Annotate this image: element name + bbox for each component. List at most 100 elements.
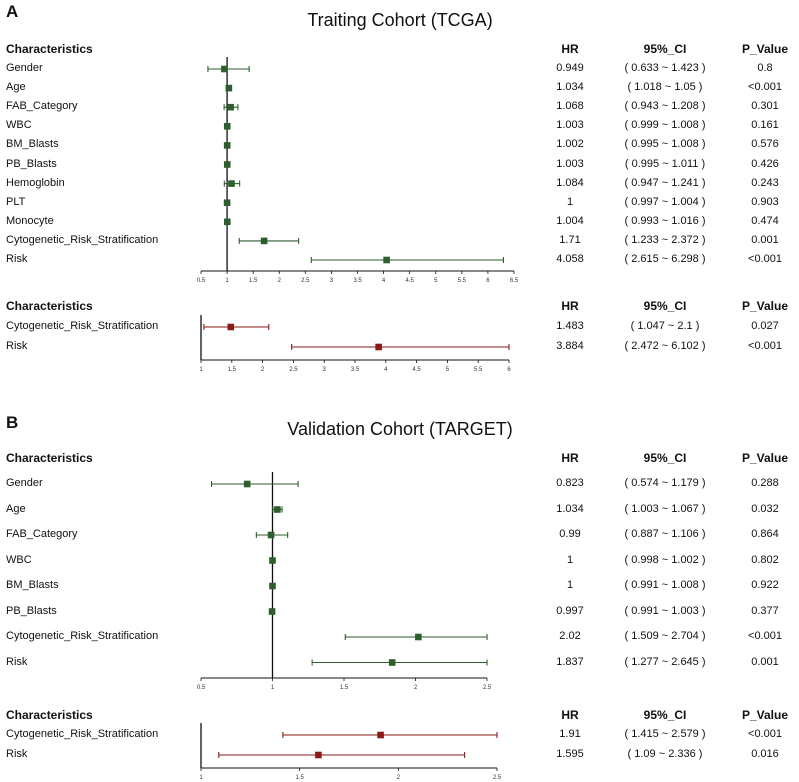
row-hr-value: 0.997 [556,604,584,617]
row-ci-value: ( 0.993 ~ 1.016 ) [624,214,706,227]
row-ci-value: ( 1.047 ~ 2.1 ) [630,320,700,332]
header-characteristics: Characteristics [6,299,93,313]
row-p-value: 0.922 [751,579,779,591]
row-label: Risk [6,748,28,760]
header-p-value: P_Value [741,451,789,465]
row-ci-value: ( 0.997 ~ 1.004 ) [624,195,706,208]
header-p-value: P_Value [741,42,789,56]
header-hr: HR [561,42,579,56]
x-tick-label: 5.5 [458,278,467,284]
row-p-value: 0.474 [751,214,779,227]
row-label: Risk [6,655,28,668]
panel-label-b: B [6,413,19,432]
row-label: Age [6,81,26,94]
row-p-value: <0.001 [748,630,782,642]
x-tick-label: 5 [434,278,438,284]
row-hr-value: 3.884 [556,340,584,352]
panel-title-b: Validation Cohort (TARGET) [287,419,513,439]
header-characteristics: Characteristics [6,451,93,465]
row-ci-value: ( 1.003 ~ 1.067 ) [624,502,706,515]
x-tick-label: 1 [199,367,203,373]
row-hr-value: 1.91 [559,728,581,740]
hr-point [225,84,233,92]
hr-point [268,608,276,615]
row-label: WBC [6,553,32,566]
row-ci-value: ( 0.943 ~ 1.208 ) [624,100,706,113]
x-tick-label: 6 [486,278,490,284]
row-p-value: 0.001 [751,233,779,246]
hr-point [227,323,235,331]
row-ci-value: ( 0.991 ~ 1.003 ) [624,604,706,617]
row-label: Gender [6,62,43,74]
row-ci-value: ( 0.998 ~ 1.002 ) [624,553,706,566]
x-tick-label: 1.5 [249,278,258,284]
row-ci-value: ( 2.472 ~ 6.102 ) [624,340,706,352]
row-hr-value: 1.837 [556,655,584,668]
x-tick-label: 3.5 [351,367,360,373]
header-hr: HR [561,299,579,313]
row-ci-value: ( 0.991 ~ 1.008 ) [624,579,706,591]
x-tick-label: 2.5 [301,278,310,284]
row-p-value: <0.001 [748,81,782,94]
row-ci-value: ( 0.574 ~ 1.179 ) [624,477,706,489]
x-tick-label: 4.5 [405,278,414,284]
hr-point [375,343,382,351]
row-label: PB_Blasts [6,157,57,170]
header-p-value: P_Value [741,708,789,722]
row-hr-value: 1.483 [556,320,584,332]
row-p-value: 0.161 [751,119,779,132]
x-tick-label: 6 [507,367,511,373]
hr-point [228,180,235,187]
hr-point [388,659,396,666]
x-tick-label: 2.5 [493,775,502,781]
header-hr: HR [561,451,579,465]
hr-point [221,65,228,73]
row-hr-value: 1.003 [556,119,584,132]
header-p-value: P_Value [741,299,789,313]
hr-point [315,751,322,759]
hr-point [274,506,281,513]
row-hr-value: 0.823 [556,477,584,489]
row-p-value: 0.016 [751,748,779,760]
row-p-value: 0.802 [751,553,779,566]
row-p-value: 0.243 [751,176,779,189]
row-ci-value: ( 0.995 ~ 1.008 ) [624,138,706,151]
row-hr-value: 1.003 [556,157,584,170]
row-p-value: <0.001 [748,253,782,265]
row-p-value: 0.027 [751,320,779,332]
row-ci-value: ( 0.947 ~ 1.241 ) [624,176,706,189]
row-ci-value: ( 1.509 ~ 2.704 ) [624,630,706,642]
row-label: Risk [6,253,28,265]
x-tick-label: 4.5 [412,367,421,373]
row-ci-value: ( 1.018 ~ 1.05 ) [627,81,703,94]
row-label: Cytogenetic_Risk_Stratification [6,728,159,740]
row-hr-value: 0.99 [559,528,581,540]
row-hr-value: 1.004 [556,214,584,227]
row-label: PB_Blasts [6,604,57,617]
x-tick-label: 3.5 [353,278,362,284]
row-ci-value: ( 1.277 ~ 2.645 ) [624,655,706,668]
panel-label-a: A [6,2,19,21]
row-p-value: 0.864 [751,528,779,540]
x-tick-label: 2.5 [483,685,492,691]
row-hr-value: 4.058 [556,253,584,265]
x-tick-label: 4 [384,367,388,373]
x-tick-label: 2 [278,278,282,284]
row-label: Risk [6,340,28,352]
x-tick-label: 1 [271,685,275,691]
x-tick-label: 0.5 [197,278,206,284]
row-p-value: <0.001 [748,340,782,352]
x-tick-label: 1 [225,278,229,284]
x-tick-label: 2.5 [289,367,298,373]
header-ci: 95%_CI [643,42,687,56]
row-label: BM_Blasts [6,579,59,591]
hr-point [223,199,231,206]
row-p-value: <0.001 [748,728,782,740]
row-label: Gender [6,477,43,489]
row-label: Cytogenetic_Risk_Stratification [6,320,159,332]
row-ci-value: ( 0.633 ~ 1.423 ) [624,62,706,74]
header-ci: 95%_CI [643,708,687,722]
x-tick-label: 5 [446,367,450,373]
x-tick-label: 2 [397,775,401,781]
x-tick-label: 1.5 [295,775,304,781]
